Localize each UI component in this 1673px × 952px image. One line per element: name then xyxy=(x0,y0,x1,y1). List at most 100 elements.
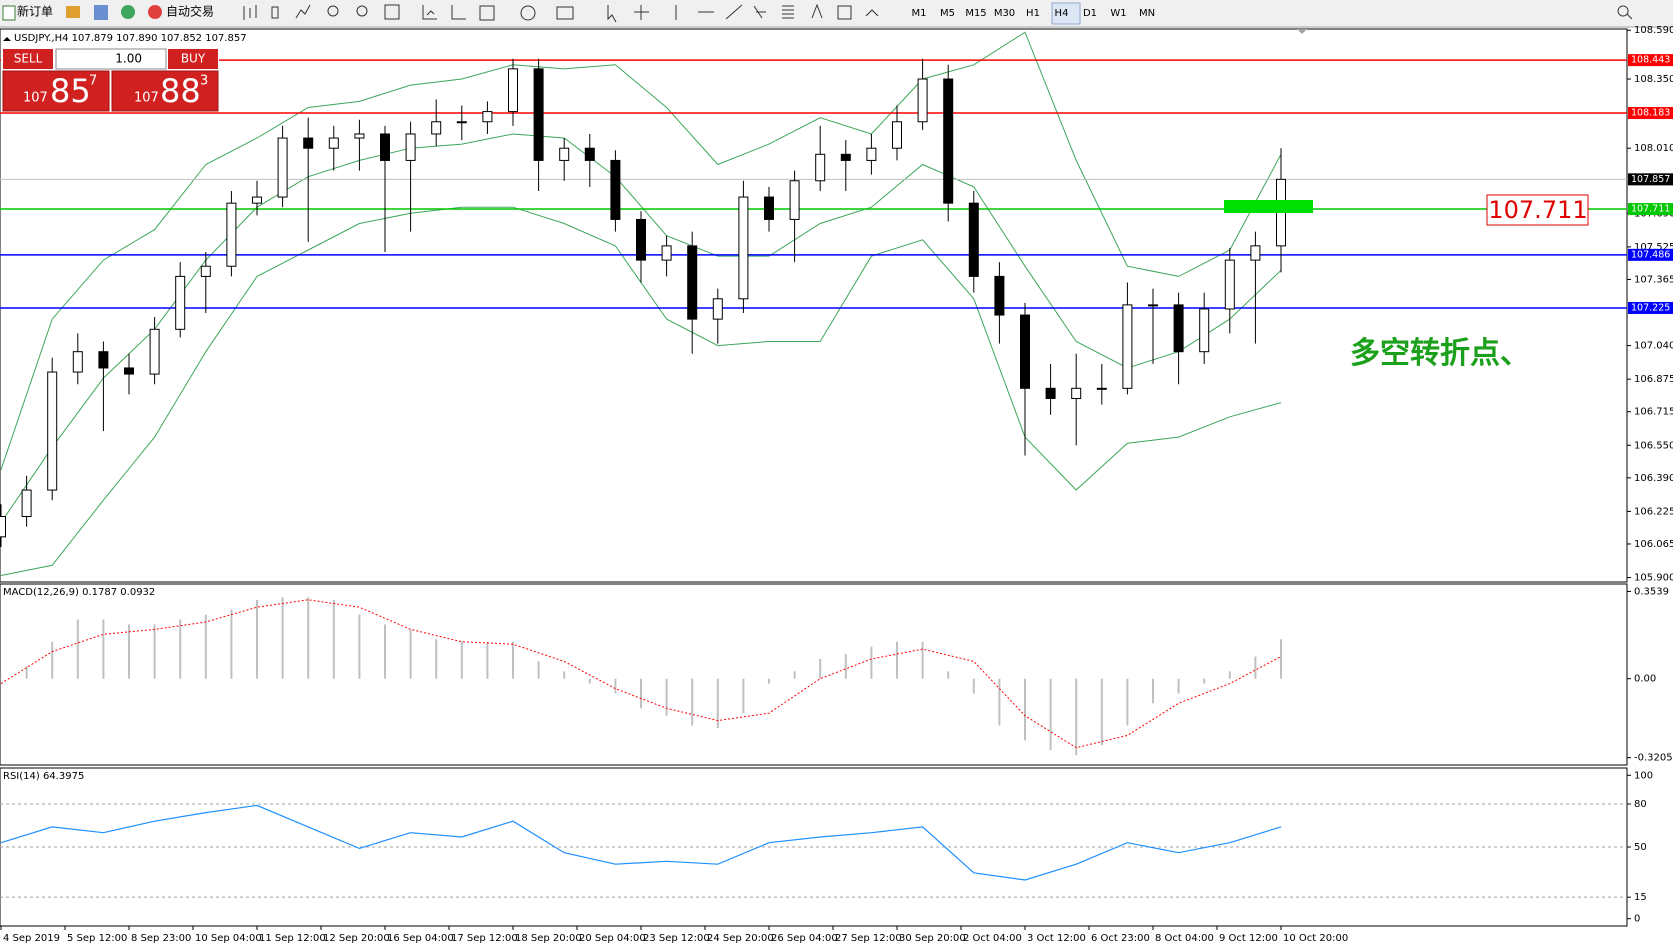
search-icon[interactable] xyxy=(1617,5,1633,20)
indicators-tool[interactable] xyxy=(479,5,495,21)
candle-body xyxy=(1096,387,1107,390)
buy-price-box[interactable] xyxy=(111,70,219,112)
macd-bar xyxy=(281,597,284,679)
time-label: 20 Sep 04:00 xyxy=(579,933,646,944)
bar-chart-tool[interactable] xyxy=(243,5,257,20)
templates-tool[interactable] xyxy=(556,6,574,20)
timeframe-button[interactable]: W1 xyxy=(1110,8,1126,19)
timeframe-button[interactable]: M5 xyxy=(940,8,955,19)
macd-bar xyxy=(435,639,438,679)
candle-body xyxy=(303,137,314,149)
lot-value[interactable]: 1.00 xyxy=(115,52,142,66)
autoscroll-tool[interactable] xyxy=(422,5,437,20)
macd-bar xyxy=(947,671,950,679)
price-level-label: 108.443 xyxy=(1631,55,1670,66)
macd-bar xyxy=(588,678,591,684)
crosshair-tool[interactable] xyxy=(634,5,649,20)
candle-body xyxy=(917,78,928,123)
zoom-in[interactable] xyxy=(327,5,339,17)
macd-bar xyxy=(1024,678,1026,741)
line-tool[interactable] xyxy=(295,4,311,19)
time-label: 12 Sep 20:00 xyxy=(323,933,390,944)
sell-button[interactable] xyxy=(3,49,53,69)
buy-button[interactable] xyxy=(168,49,218,69)
fibo-tool[interactable] xyxy=(782,5,794,19)
toolbar-tools xyxy=(243,3,1633,23)
lot-input[interactable] xyxy=(55,48,167,70)
toolbar-icon[interactable] xyxy=(121,5,135,19)
auto-trading-icon[interactable] xyxy=(148,5,162,19)
y-tick-label: 106.225 xyxy=(1634,506,1673,517)
macd-bar xyxy=(358,614,361,679)
candle-tool[interactable] xyxy=(271,6,279,19)
price-level-label: 107.711 xyxy=(1631,204,1670,215)
candle-body xyxy=(482,111,493,123)
auto-trading-button[interactable]: 自动交易 xyxy=(166,4,214,19)
price-level-label: 108.183 xyxy=(1631,108,1670,119)
timeframe-button[interactable]: MN xyxy=(1139,8,1155,19)
sell-label[interactable]: SELL xyxy=(14,52,43,66)
timeframe-button[interactable]: M30 xyxy=(994,8,1015,19)
buy-label[interactable]: BUY xyxy=(181,52,206,66)
time-label: 10 Oct 20:00 xyxy=(1283,933,1348,944)
macd-bar xyxy=(0,678,2,680)
price-level-tag xyxy=(1628,54,1673,67)
macd-bar xyxy=(332,599,335,679)
macd-bar xyxy=(870,646,873,679)
toolbar-icon[interactable] xyxy=(94,5,108,20)
buy-price-sup: 3 xyxy=(200,74,208,89)
price-label: 107.711 xyxy=(1488,196,1587,224)
label-tool[interactable] xyxy=(837,5,852,20)
time-label: 8 Sep 23:00 xyxy=(131,933,191,944)
macd-bar xyxy=(998,678,1001,726)
periods-tool[interactable] xyxy=(520,5,536,21)
trendline-tool[interactable] xyxy=(725,4,743,20)
time-label: 3 Oct 12:00 xyxy=(1027,933,1086,944)
macd-bar xyxy=(204,614,207,679)
new-order-icon[interactable] xyxy=(2,5,16,21)
candle-body xyxy=(405,133,416,161)
candle-body xyxy=(354,133,365,139)
candle-body xyxy=(533,68,544,161)
timeframe-button[interactable]: M1 xyxy=(912,8,927,19)
toolbar-icon[interactable] xyxy=(66,6,80,18)
time-label: 11 Sep 12:00 xyxy=(259,933,326,944)
time-label: 27 Sep 12:00 xyxy=(835,933,902,944)
price-level-label: 107.486 xyxy=(1631,249,1670,260)
candle-body xyxy=(892,121,902,149)
tile-tool[interactable] xyxy=(384,4,400,20)
time-label: 17 Sep 12:00 xyxy=(451,933,518,944)
timeframe-button[interactable]: H4 xyxy=(1055,8,1069,19)
channel-tool[interactable] xyxy=(753,5,766,19)
y-tick-label: 106.875 xyxy=(1634,374,1673,385)
collapse-marker xyxy=(3,37,11,41)
candle-body xyxy=(0,515,6,538)
macd-bar xyxy=(51,641,54,679)
time-label: 18 Sep 20:00 xyxy=(515,933,582,944)
y-tick-label: 106.550 xyxy=(1634,440,1673,451)
time-label: 24 Sep 20:00 xyxy=(707,933,774,944)
macd-bar xyxy=(1100,678,1103,746)
macd-bar xyxy=(1177,678,1180,694)
sell-price-box[interactable] xyxy=(2,70,110,112)
timeframe-button[interactable]: D1 xyxy=(1083,8,1097,19)
timeframe-button[interactable]: M15 xyxy=(965,8,986,19)
text-tool[interactable] xyxy=(811,3,823,19)
macd-bar xyxy=(307,597,310,679)
shift-tool[interactable] xyxy=(451,5,466,20)
candle-body xyxy=(1148,304,1158,307)
macd-bar xyxy=(486,641,489,679)
sell-price-big: 107 xyxy=(23,91,48,106)
macd-bar xyxy=(256,599,258,679)
bollinger-band xyxy=(0,133,1282,523)
macd-bar xyxy=(460,641,463,679)
candle-body xyxy=(200,265,211,277)
zoom-out[interactable] xyxy=(356,5,368,17)
arrows-tool[interactable] xyxy=(865,9,879,17)
new-order-button[interactable]: 新订单 xyxy=(17,4,53,19)
y-tick-label: 106.715 xyxy=(1634,407,1673,418)
candle-body xyxy=(584,147,595,161)
bollinger-band xyxy=(0,31,1282,470)
timeframe-button[interactable]: H1 xyxy=(1026,8,1040,19)
cursor-tool[interactable] xyxy=(607,5,617,23)
